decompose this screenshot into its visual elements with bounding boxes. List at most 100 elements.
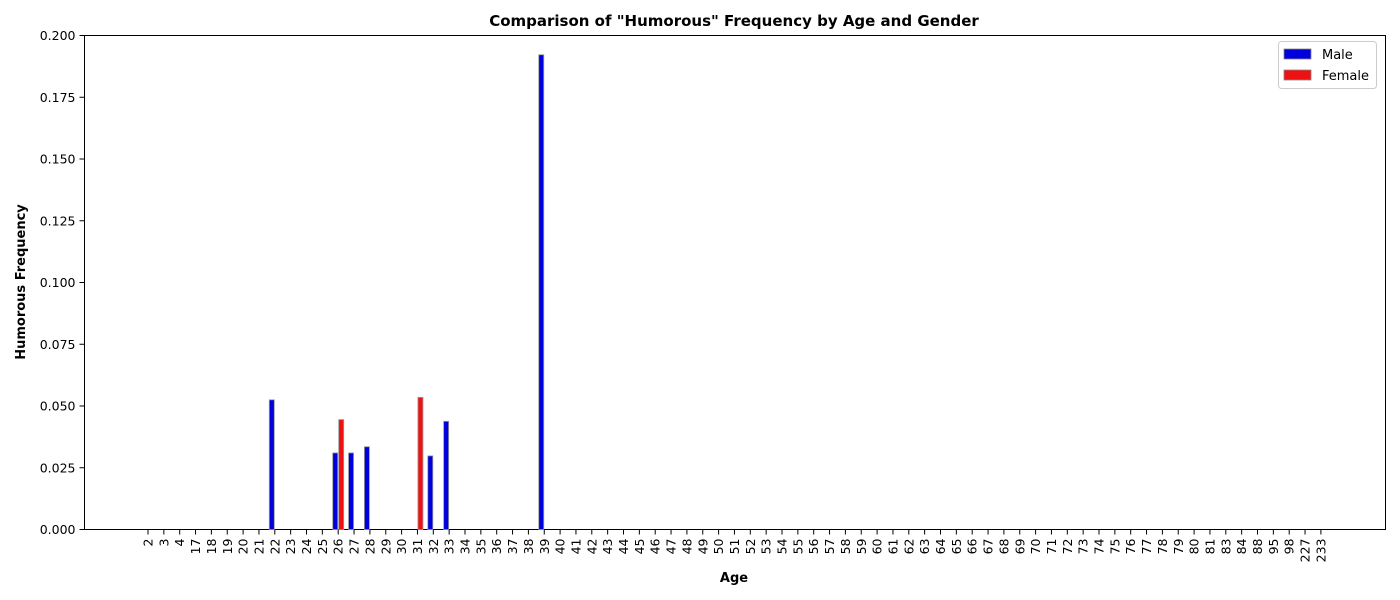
x-tick-label: 37: [505, 539, 520, 555]
x-tick-label: 44: [616, 538, 631, 554]
x-tick-label: 65: [949, 539, 964, 555]
x-tick-label: 71: [1044, 539, 1059, 555]
y-axis-label: Humorous Frequency: [14, 204, 29, 360]
x-tick-label: 69: [1012, 538, 1027, 554]
x-tick-label: 24: [299, 538, 314, 554]
bar-male-27: [348, 452, 354, 530]
x-tick-label: 54: [775, 538, 790, 554]
y-tick-label: 0.100: [40, 275, 76, 290]
legend-swatch-female: [1283, 69, 1312, 81]
x-tick-label: 63: [917, 539, 932, 555]
x-tick-label: 64: [933, 538, 948, 554]
x-tick-label: 70: [1028, 538, 1043, 554]
x-tick-label: 66: [965, 538, 980, 554]
x-tick-label: 51: [727, 539, 742, 555]
x-tick-label: 49: [695, 538, 710, 554]
x-tick-label: 26: [331, 538, 346, 554]
x-tick-label: 59: [854, 538, 869, 554]
y-axis: 0.000 0.025 0.050 0.075 0.100 0.125 0.150 0.175…: [40, 28, 85, 537]
y-tick-label: 0.000: [40, 522, 76, 537]
x-tick-label: 53: [759, 539, 774, 555]
x-tick-label: 58: [838, 538, 853, 554]
x-tick-label: 40: [553, 538, 568, 554]
bar-male-22: [268, 399, 275, 530]
x-tick-label: 83: [1218, 539, 1233, 555]
x-tick-label: 77: [1139, 539, 1154, 555]
x-tick-label: 23: [283, 539, 298, 555]
x-tick-label: 45: [632, 539, 647, 555]
y-tick-label: 0.050: [40, 399, 76, 414]
x-tick-label: 38: [521, 538, 536, 554]
y-tick-label: 0.025: [40, 460, 76, 475]
x-tick-label: 75: [1107, 539, 1122, 555]
x-tick-label: 61: [885, 539, 900, 555]
x-tick-label: 55: [790, 539, 805, 555]
x-tick-label: 42: [584, 539, 599, 555]
chart-title: Comparison of "Humorous" Frequency by Ag…: [489, 12, 979, 30]
bar-male-33: [443, 420, 450, 530]
x-axis: 2 3 4 17 18 19 20 21 22 23 24 25 26 27 28 29 30 31 32 33 34 3…: [141, 529, 1328, 563]
x-tick-label: 31: [410, 539, 425, 555]
legend-swatch-male: [1283, 48, 1312, 60]
x-tick-label: 41: [568, 539, 583, 555]
x-tick-label: 78: [1155, 538, 1170, 554]
x-tick-label: 84: [1234, 538, 1249, 554]
x-tick-label: 95: [1266, 539, 1281, 555]
x-tick-label: 21: [251, 539, 266, 555]
x-tick-label: 50: [711, 538, 726, 554]
x-tick-label: 76: [1123, 538, 1138, 554]
bar-male-32: [427, 455, 434, 530]
bars: [268, 54, 545, 530]
legend-label-male: Male: [1322, 48, 1353, 63]
x-tick-label: 4: [172, 538, 187, 546]
x-tick-label: 60: [870, 538, 885, 554]
x-tick-label: 35: [473, 539, 488, 555]
x-tick-label: 30: [394, 538, 409, 554]
x-tick-label: 62: [901, 539, 916, 555]
x-tick-label: 88: [1250, 538, 1265, 554]
x-tick-label: 22: [267, 539, 282, 555]
x-tick-label: 25: [315, 539, 330, 555]
legend: Male Female: [1278, 41, 1377, 89]
x-tick-label: 2: [141, 539, 156, 547]
x-tick-label: 3: [156, 539, 171, 547]
x-tick-label: 67: [981, 539, 996, 555]
x-axis-label: Age: [720, 571, 748, 586]
x-tick-label: 18: [204, 538, 219, 554]
bar-male-28: [363, 446, 370, 530]
bar-male-39: [538, 54, 545, 530]
x-tick-label: 98: [1282, 538, 1297, 554]
x-tick-label: 43: [600, 539, 615, 555]
x-tick-label: 29: [378, 538, 393, 554]
x-tick-label: 52: [743, 539, 758, 555]
x-tick-label: 48: [679, 538, 694, 554]
x-tick-label: 36: [489, 538, 504, 554]
x-tick-label: 32: [426, 539, 441, 555]
x-tick-label: 27: [347, 539, 362, 555]
x-tick-label: 20: [236, 538, 251, 554]
x-tick-label: 68: [996, 538, 1011, 554]
bar-female-26: [338, 419, 345, 530]
x-tick-label: 72: [1060, 539, 1075, 555]
x-tick-label: 73: [1076, 539, 1091, 555]
y-tick-label: 0.150: [40, 152, 76, 167]
bar-male-26: [332, 452, 339, 530]
x-tick-label: 33: [442, 539, 457, 555]
y-tick-label: 0.125: [40, 213, 76, 228]
x-tick-label: 227: [1298, 539, 1313, 563]
x-tick-label: 57: [822, 539, 837, 555]
y-tick-label: 0.075: [40, 337, 76, 352]
x-tick-label: 56: [806, 538, 821, 554]
x-tick-label: 39: [537, 538, 552, 554]
x-tick-label: 19: [220, 538, 235, 554]
x-tick-label: 80: [1187, 538, 1202, 554]
x-tick-label: 46: [648, 538, 663, 554]
x-tick-label: 81: [1202, 539, 1217, 555]
x-tick-label: 233: [1313, 539, 1328, 563]
x-tick-label: 34: [458, 538, 473, 554]
x-tick-label: 47: [664, 539, 679, 555]
x-tick-label: 74: [1092, 538, 1107, 554]
x-tick-label: 17: [188, 539, 203, 555]
